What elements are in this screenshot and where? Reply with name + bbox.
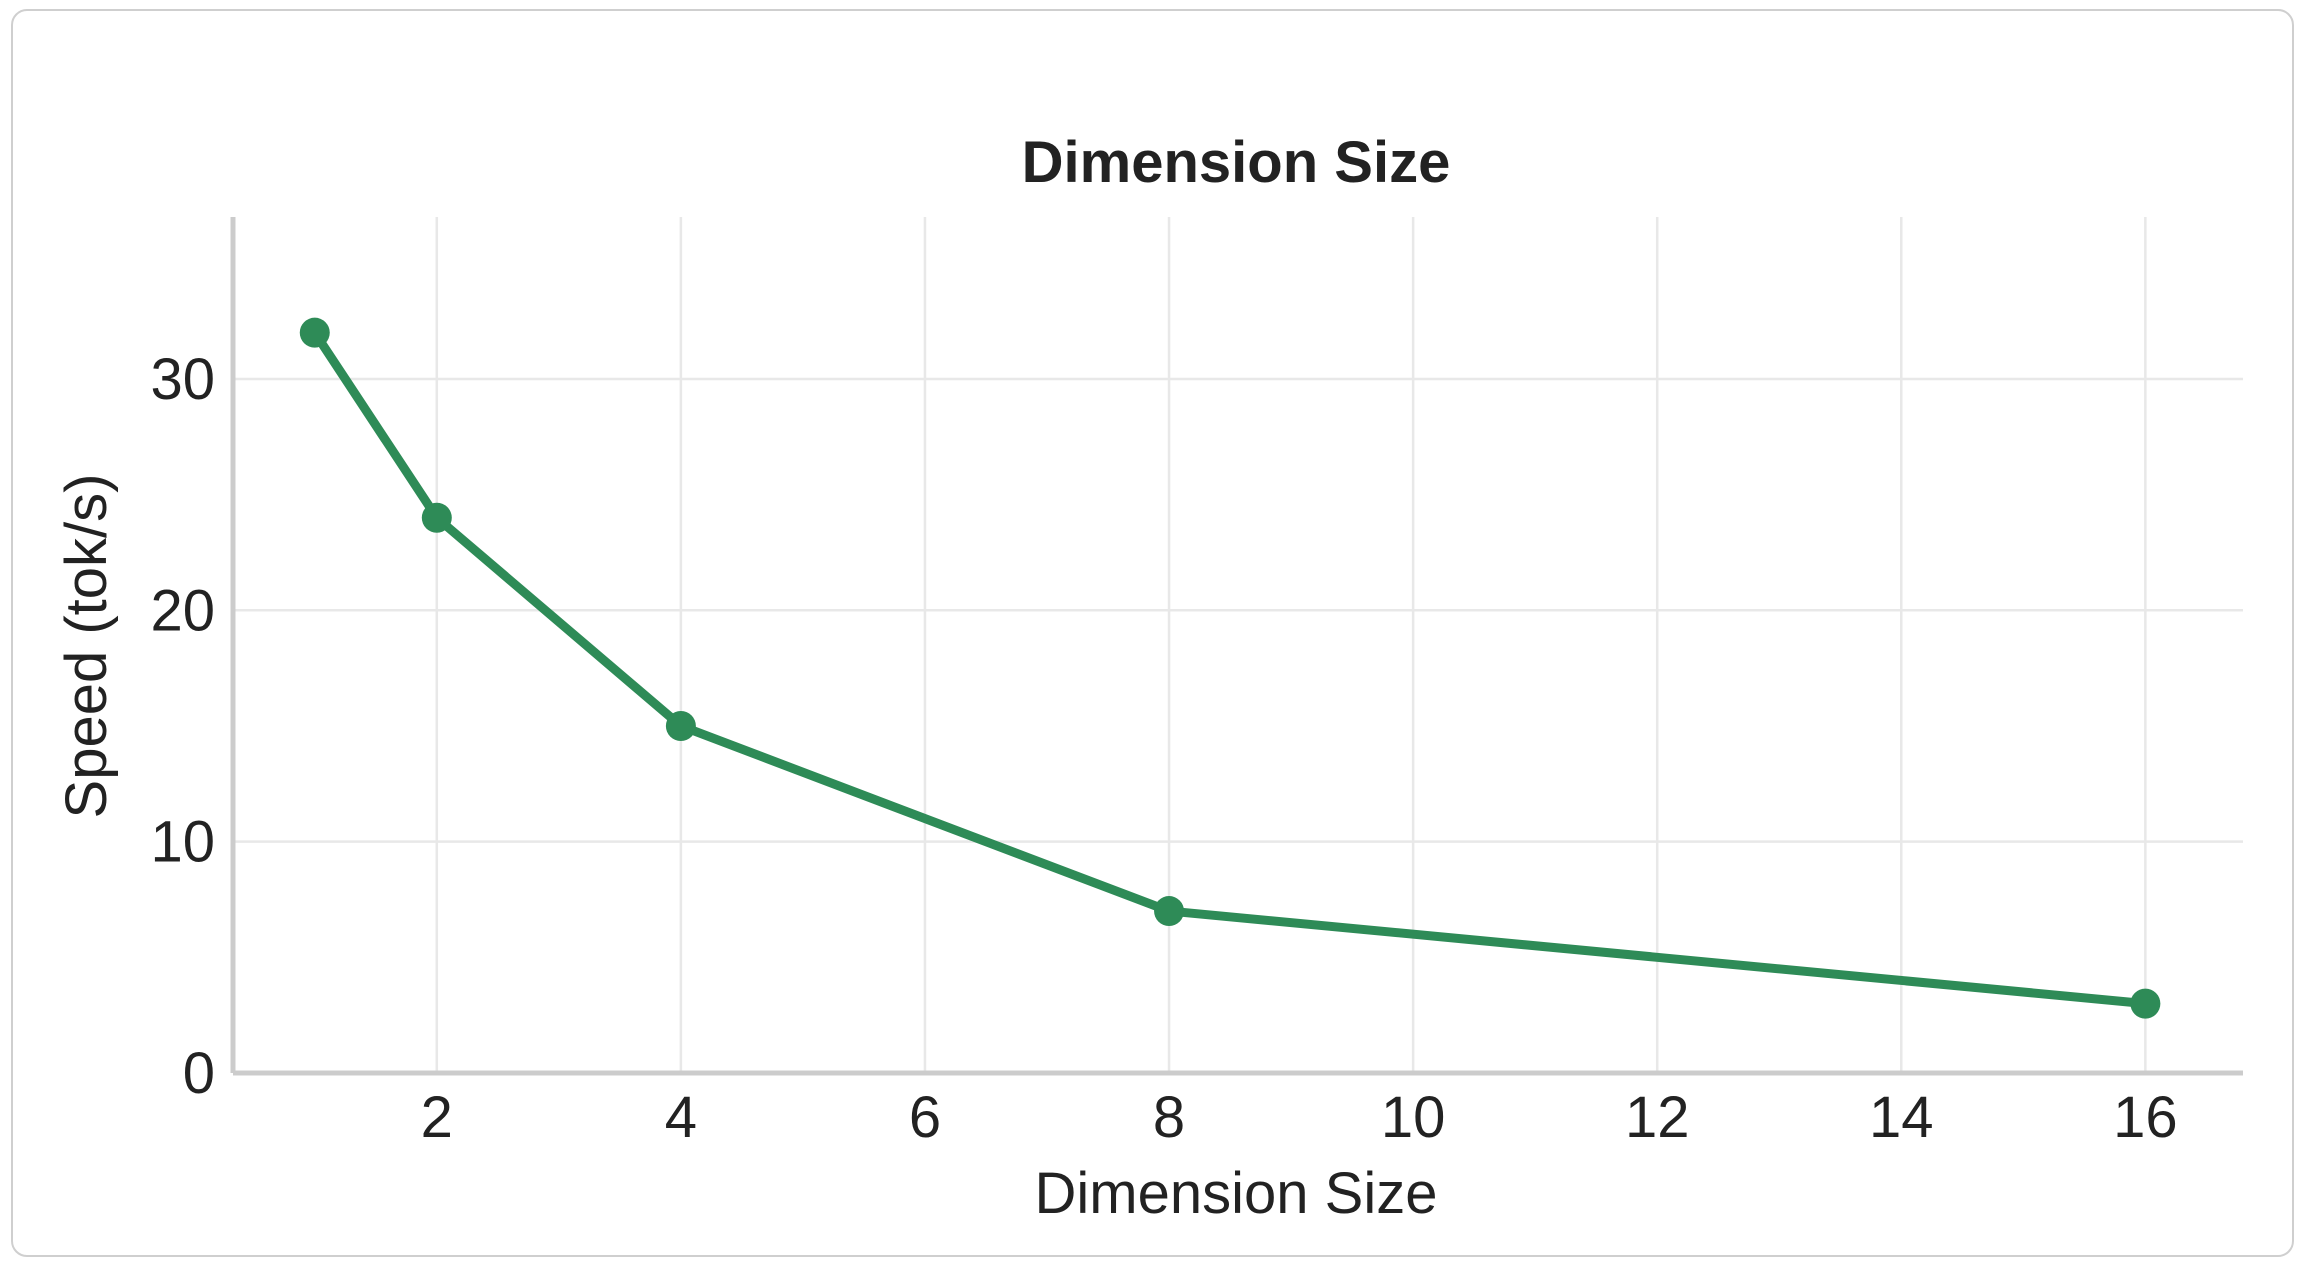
- x-axis-label: Dimension Size: [1035, 1161, 1438, 1226]
- data-point: [421, 502, 452, 533]
- tick-labels: 2 4 6 8 10 12 14 16 0 10 20 30: [150, 347, 2177, 1150]
- data-point: [2130, 988, 2161, 1019]
- data-point: [1154, 896, 1185, 927]
- y-tick-label: 20: [150, 578, 215, 643]
- x-tick-label: 2: [421, 1085, 453, 1150]
- series: [299, 317, 2161, 1019]
- data-point: [665, 710, 696, 741]
- x-tick-label: 10: [1381, 1085, 1446, 1150]
- x-tick-label: 8: [1153, 1085, 1185, 1150]
- x-tick-label: 16: [2113, 1085, 2178, 1150]
- y-axis-label: Speed (tok/s): [54, 474, 119, 819]
- data-point: [299, 317, 330, 348]
- y-tick-label: 30: [150, 347, 215, 412]
- y-tick-label: 0: [183, 1041, 215, 1106]
- y-tick-label: 10: [150, 810, 215, 875]
- grid: [233, 217, 2243, 1073]
- axes: [230, 217, 2243, 1076]
- series-line: [310, 328, 2150, 1009]
- chart-card: [11, 9, 2294, 1257]
- chart-title: Dimension Size: [1022, 130, 1451, 195]
- x-tick-label: 12: [1625, 1085, 1690, 1150]
- x-tick-label: 4: [665, 1085, 697, 1150]
- x-tick-label: 6: [909, 1085, 941, 1150]
- x-tick-label: 14: [1869, 1085, 1934, 1150]
